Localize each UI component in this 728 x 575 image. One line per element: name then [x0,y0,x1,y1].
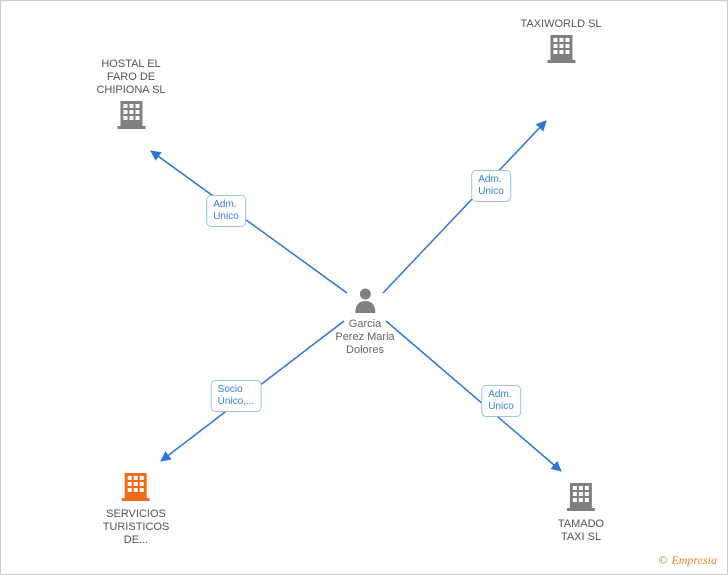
company-node-tamado[interactable]: TAMADOTAXI SL [558,481,604,544]
building-icon [117,99,145,129]
company-node-hostal[interactable]: HOSTAL ELFARO DECHIPIONA SL [96,56,165,134]
building-icon [547,33,575,63]
company-label: TAXIWORLD SL [520,18,601,31]
diagram-container: GarciaPerez MariaDolores HOSTAL ELFARO DE… [0,0,728,575]
edge-line [151,151,347,293]
building-icon [122,471,150,501]
company-label: SERVICIOSTURISTICOSDE... [103,508,170,547]
center-label: GarciaPerez MariaDolores [335,318,394,357]
watermark-text: Empresia [671,553,717,567]
company-label: HOSTAL ELFARO DECHIPIONA SL [96,58,165,97]
center-node[interactable]: GarciaPerez MariaDolores [335,287,394,357]
company-node-servicios[interactable]: SERVICIOSTURISTICOSDE... [103,471,170,547]
edge-label: Adm.Unico [481,385,521,417]
company-label: TAMADOTAXI SL [558,518,604,544]
company-node-taxiworld[interactable]: TAXIWORLD SL [520,16,601,68]
building-icon [567,481,595,511]
watermark: © Empresia [658,553,717,568]
edge-label: Adm.Unico [206,195,246,227]
person-icon [354,287,376,313]
edge-label: Adm.Unico [471,170,511,202]
edge-label: SocioÚnico,... [211,380,262,412]
edge-line [383,121,546,293]
edge-line [386,321,561,471]
copyright-symbol: © [658,553,667,567]
